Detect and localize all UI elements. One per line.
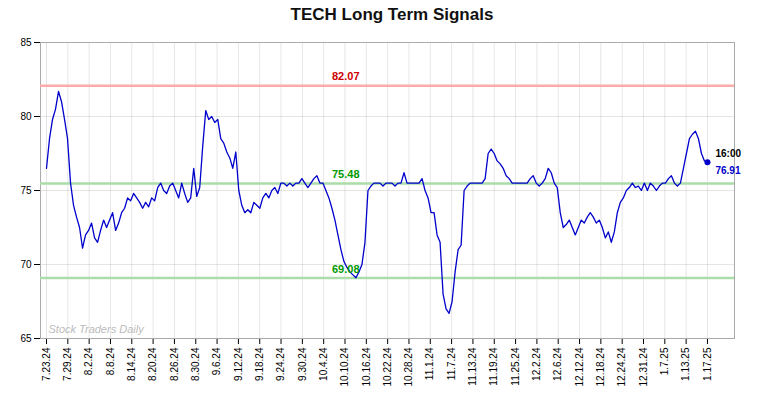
svg-text:1.13.25: 1.13.25 bbox=[680, 347, 691, 381]
svg-text:70: 70 bbox=[20, 259, 32, 270]
svg-text:75.48: 75.48 bbox=[332, 168, 360, 180]
svg-text:11.7.24: 11.7.24 bbox=[446, 347, 457, 380]
svg-text:8.2.24: 8.2.24 bbox=[83, 347, 94, 375]
svg-text:12.2.24: 12.2.24 bbox=[531, 347, 542, 381]
svg-text:8.20.24: 8.20.24 bbox=[147, 347, 158, 381]
svg-text:82.07: 82.07 bbox=[332, 70, 360, 82]
svg-text:9.12.24: 9.12.24 bbox=[233, 347, 244, 381]
svg-text:8.30.24: 8.30.24 bbox=[190, 347, 201, 381]
svg-text:12.18.24: 12.18.24 bbox=[595, 347, 606, 386]
svg-text:12.24.24: 12.24.24 bbox=[616, 347, 627, 386]
svg-text:75: 75 bbox=[20, 185, 32, 196]
svg-text:80: 80 bbox=[20, 111, 32, 122]
svg-text:1.7.25: 1.7.25 bbox=[659, 347, 670, 375]
svg-text:11.13.24: 11.13.24 bbox=[467, 347, 478, 386]
svg-text:69.08: 69.08 bbox=[332, 263, 360, 275]
svg-text:8.26.24: 8.26.24 bbox=[169, 347, 180, 381]
svg-text:8.14.24: 8.14.24 bbox=[126, 347, 137, 381]
svg-text:76.91: 76.91 bbox=[715, 165, 740, 176]
svg-text:1.17.25: 1.17.25 bbox=[702, 347, 713, 381]
svg-text:Stock Traders Daily: Stock Traders Daily bbox=[49, 323, 146, 335]
svg-text:9.30.24: 9.30.24 bbox=[297, 347, 308, 381]
svg-text:11.19.24: 11.19.24 bbox=[488, 347, 499, 386]
svg-text:8.8.24: 8.8.24 bbox=[105, 347, 116, 375]
svg-text:11.1.24: 11.1.24 bbox=[424, 347, 435, 380]
svg-text:11.25.24: 11.25.24 bbox=[510, 347, 521, 386]
svg-text:7.23.24: 7.23.24 bbox=[41, 347, 52, 381]
svg-text:12.12.24: 12.12.24 bbox=[574, 347, 585, 386]
html-text:TECH Long Term Signals: TECH Long Term Signals bbox=[290, 5, 494, 24]
svg-text:12.31.24: 12.31.24 bbox=[638, 347, 649, 386]
svg-text:10.4.24: 10.4.24 bbox=[318, 347, 329, 381]
svg-text:9.18.24: 9.18.24 bbox=[254, 347, 265, 381]
svg-text:9.6.24: 9.6.24 bbox=[211, 347, 222, 375]
svg-text:12.6.24: 12.6.24 bbox=[552, 347, 563, 381]
svg-text:65: 65 bbox=[20, 333, 32, 344]
svg-text:10.28.24: 10.28.24 bbox=[403, 347, 414, 386]
svg-text:10.22.24: 10.22.24 bbox=[382, 347, 393, 386]
svg-text:16:00: 16:00 bbox=[715, 148, 741, 159]
svg-text:85: 85 bbox=[20, 37, 32, 48]
svg-text:9.24.24: 9.24.24 bbox=[275, 347, 286, 381]
svg-text:7.29.24: 7.29.24 bbox=[62, 347, 73, 381]
svg-text:10.10.24: 10.10.24 bbox=[339, 347, 350, 386]
svg-text:10.16.24: 10.16.24 bbox=[361, 347, 372, 386]
